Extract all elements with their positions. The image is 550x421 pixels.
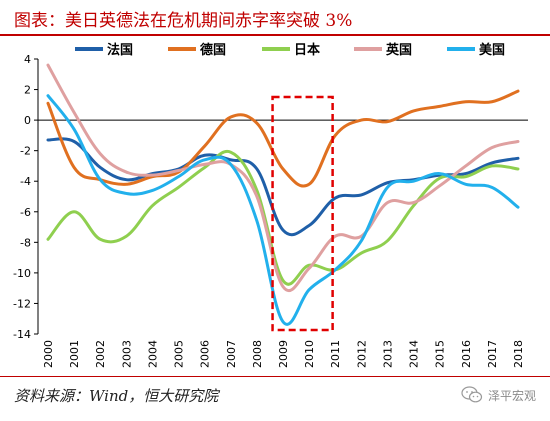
bottom-rule (0, 376, 550, 377)
y-tick-label: 4 (24, 53, 31, 66)
y-tick-label: -12 (13, 297, 31, 310)
y-tick-label: -8 (20, 236, 31, 249)
chart-legend: 法国 德国 日本 英国 美国 (75, 42, 505, 58)
x-tick-label: 2017 (486, 340, 499, 368)
line-chart: 法国 德国 日本 英国 美国 4 2 0 -2 -4 -6 -8 -10 -12 -14 2000 2001 2… (13, 42, 528, 368)
crisis-highlight-box (271, 95, 334, 332)
x-tick-label: 2006 (199, 340, 212, 368)
y-tick-label: -6 (20, 206, 31, 219)
series-line-4 (46, 94, 520, 326)
legend-label-1: 德国 (200, 42, 226, 58)
chart-axes: 4 2 0 -2 -4 -6 -8 -10 -12 -14 2000 2001 2002 2003 2004… (13, 53, 528, 368)
series-line-0 (46, 137, 520, 237)
source-note: 资料来源：Wind，恒大研究院 (14, 387, 219, 405)
y-tick-label: 2 (24, 84, 31, 97)
x-tick-label: 2008 (251, 340, 264, 368)
y-tick-label: -10 (13, 267, 31, 280)
y-tick-label: -2 (20, 145, 31, 158)
x-tick-label: 2016 (460, 340, 473, 368)
legend-label-3: 英国 (385, 42, 412, 58)
wechat-bubble-icon (461, 386, 483, 403)
x-tick-label: 2018 (512, 340, 525, 368)
series-line-1 (46, 89, 520, 188)
legend-label-2: 日本 (294, 42, 320, 58)
legend-label-0: 法国 (107, 42, 133, 58)
x-tick-label: 2007 (225, 340, 238, 368)
x-tick-label: 2009 (277, 340, 290, 368)
x-tick-label: 2015 (434, 340, 447, 368)
highlight-layer (271, 95, 334, 332)
x-tick-label: 2004 (146, 340, 159, 368)
x-tick-label: 2002 (94, 340, 107, 368)
chart-title: 图表：美日英德法在危机期间赤字率突破 3% (14, 11, 353, 31)
x-tick-label: 2013 (381, 340, 394, 368)
x-tick-label: 2014 (408, 340, 421, 368)
y-tick-label: -4 (20, 175, 31, 188)
y-tick-label: 0 (24, 114, 31, 127)
x-tick-label: 2000 (42, 340, 55, 368)
x-tick-label: 2012 (355, 340, 368, 368)
y-tick-label: -14 (13, 328, 31, 341)
x-tick-label: 2001 (68, 340, 81, 368)
x-tick-label: 2005 (173, 340, 186, 368)
x-tick-label: 2003 (120, 340, 133, 368)
watermark-label: 泽平宏观 (487, 388, 536, 403)
series-line-3 (46, 63, 520, 292)
series-lines (46, 63, 520, 326)
series-line-2 (46, 149, 520, 286)
x-tick-label: 2011 (329, 340, 342, 368)
title-bar: 图表：美日英德法在危机期间赤字率突破 3% (0, 0, 550, 36)
x-tick-label: 2010 (303, 340, 316, 368)
watermark: 泽平宏观 (461, 386, 536, 404)
legend-label-4: 美国 (479, 42, 505, 58)
